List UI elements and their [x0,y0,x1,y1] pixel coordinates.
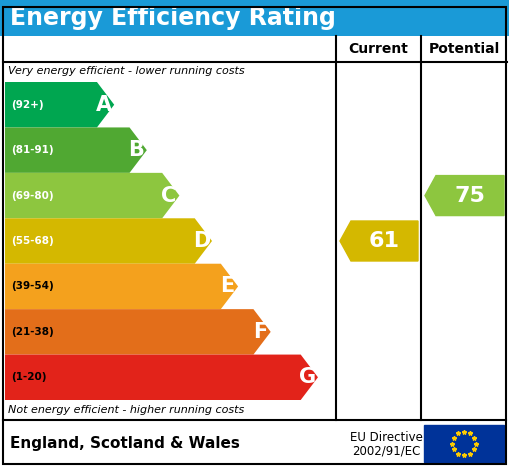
Polygon shape [5,354,318,400]
Text: C: C [161,185,177,205]
Text: (39-54): (39-54) [11,282,54,291]
Polygon shape [340,221,418,261]
Text: Energy Efficiency Rating: Energy Efficiency Rating [10,6,336,30]
Text: 75: 75 [455,185,486,205]
Text: Potential: Potential [429,42,500,56]
Text: (55-68): (55-68) [11,236,54,246]
Polygon shape [5,309,271,354]
Text: Current: Current [349,42,408,56]
Text: E: E [220,276,235,297]
Polygon shape [5,264,238,309]
Text: (69-80): (69-80) [11,191,53,200]
Text: 61: 61 [369,231,400,251]
Bar [424,425,504,462]
Text: Not energy efficient - higher running costs: Not energy efficient - higher running co… [8,405,244,415]
Text: (21-38): (21-38) [11,327,54,337]
Text: 2002/91/EC: 2002/91/EC [352,444,420,457]
Bar [0,0,509,36]
Text: (1-20): (1-20) [11,372,46,382]
Polygon shape [5,127,147,173]
Text: (92+): (92+) [11,100,44,110]
Polygon shape [5,218,212,264]
Text: F: F [253,322,267,342]
Text: Very energy efficient - lower running costs: Very energy efficient - lower running co… [8,66,245,76]
Text: B: B [128,140,144,160]
Text: D: D [193,231,210,251]
Polygon shape [5,173,179,218]
Text: (81-91): (81-91) [11,145,53,155]
Text: A: A [96,95,111,115]
Text: EU Directive: EU Directive [350,431,423,444]
Text: England, Scotland & Wales: England, Scotland & Wales [10,436,240,451]
Polygon shape [425,176,504,216]
Polygon shape [5,82,114,127]
Text: G: G [299,367,316,387]
